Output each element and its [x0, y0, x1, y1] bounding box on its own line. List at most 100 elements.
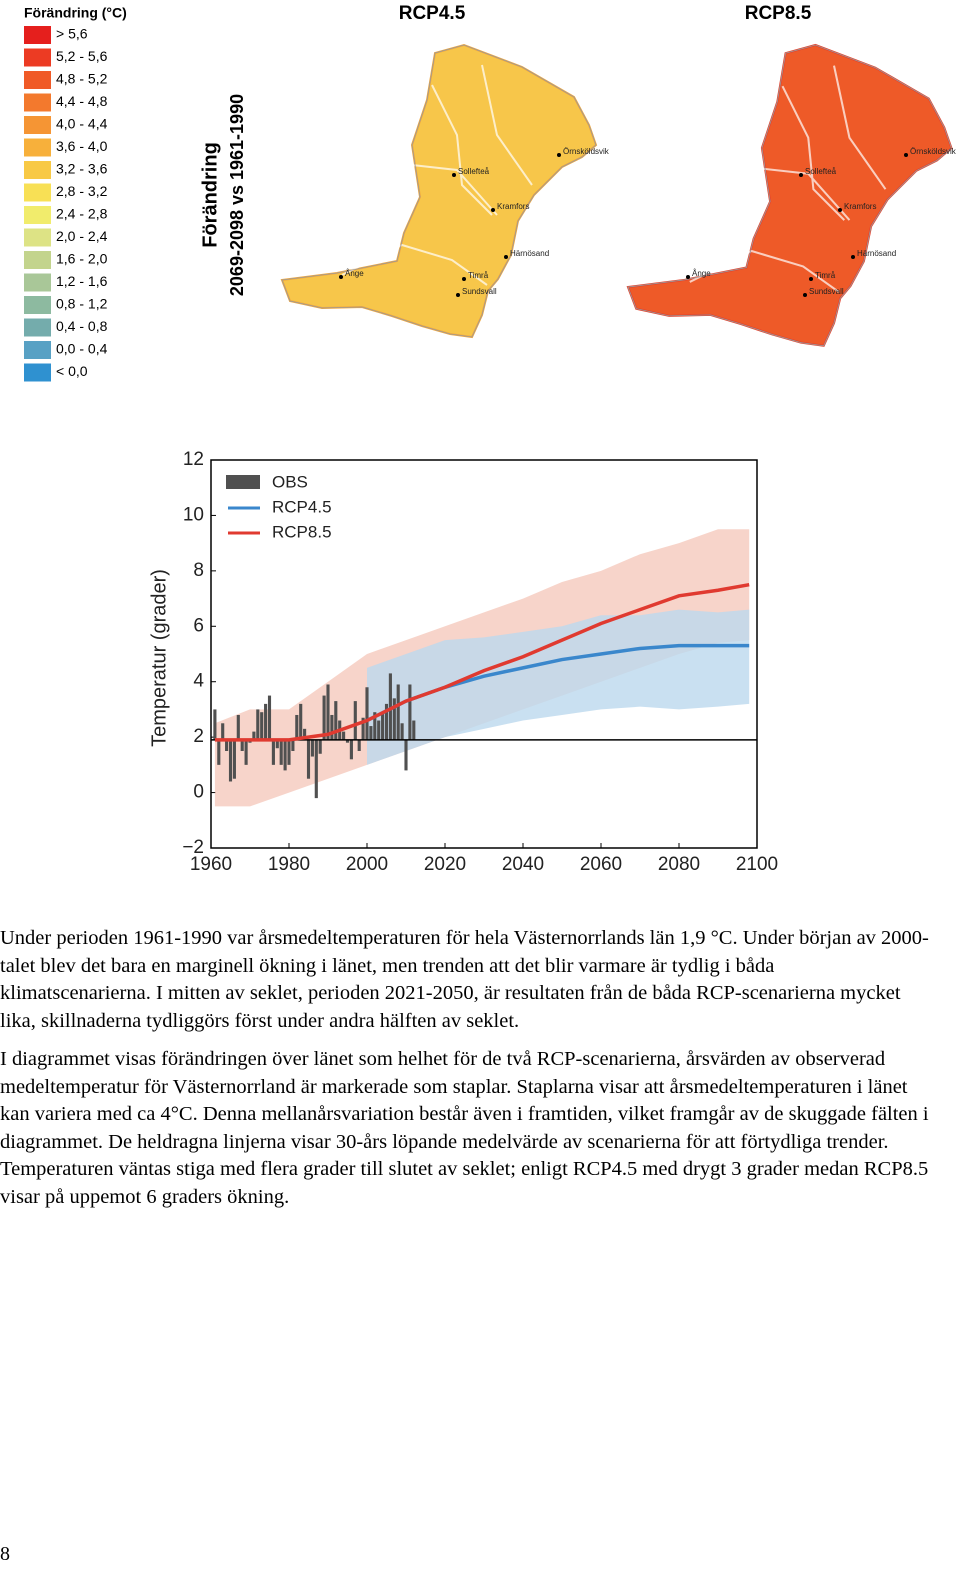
place-dot: [339, 275, 343, 279]
legend-swatch: [24, 26, 51, 44]
obs-bar: [279, 739, 283, 765]
obs-bar: [295, 714, 299, 740]
obs-bar: [271, 739, 275, 765]
map-title: RCP8.5: [745, 3, 812, 24]
x-tick-label: 2100: [736, 854, 778, 875]
obs-bar: [267, 695, 272, 740]
obs-bar: [342, 731, 346, 740]
obs-bar: [283, 739, 287, 771]
map: [281, 44, 597, 338]
legend-label: 0,4 - 0,8: [56, 318, 108, 334]
map-legend: > 5,6 5,2 - 5,6 4,8 - 5,2 4,4 - 4,8 4,0 - 4,…: [24, 26, 108, 382]
obs-bar: [299, 703, 303, 740]
side-label-line1: Förändring: [199, 142, 221, 248]
page-number: 8: [0, 1543, 10, 1565]
place-label: Örnsköldsvik: [563, 147, 610, 156]
obs-bar: [326, 684, 330, 740]
legend-swatch: [24, 228, 51, 247]
place-dot: [452, 173, 456, 177]
obs-bar: [306, 739, 311, 779]
legend-swatch: [24, 161, 51, 179]
place-dot: [809, 277, 813, 281]
obs-bar: [349, 739, 353, 760]
map: [626, 43, 953, 347]
legend-label: 3,6 - 4,0: [56, 138, 108, 154]
x-tick-label: 2020: [424, 854, 466, 875]
obs-bar: [361, 717, 365, 740]
side-label-line2: 2069-2098 vs 1961-1990: [227, 94, 247, 296]
chart: −2 0 2 4 6 8 10 12 1960 1980 2000 2020 2040 2060 2080 2…: [148, 449, 778, 875]
obs-bar: [400, 723, 404, 740]
obs-bar: [310, 739, 314, 757]
y-axis-label: Temperatur (grader): [148, 569, 170, 747]
obs-bar: [213, 709, 217, 740]
obs-bar: [408, 684, 412, 740]
legend-swatch: [24, 206, 51, 224]
obs-bar: [228, 739, 233, 782]
place-label: Ånge: [692, 269, 711, 278]
legend-label: 1,2 - 1,6: [56, 273, 108, 289]
uncertainty-band: [367, 609, 750, 765]
county-shape: [281, 44, 597, 338]
obs-bar: [291, 739, 295, 751]
x-tick-label: 2080: [658, 854, 700, 875]
place-label: Sundsvall: [809, 287, 844, 296]
obs-bar: [377, 720, 381, 740]
y-tick-label: 6: [193, 615, 204, 636]
x-tick-label: 2040: [502, 854, 544, 875]
paragraph: I diagrammet visas förändringen över län…: [0, 1048, 929, 1208]
obs-bar: [392, 698, 396, 740]
place-label: Ånge: [345, 269, 364, 278]
legend-swatch: [24, 138, 51, 157]
side-label: Förändring 2069-2098 vs 1961-1990: [199, 94, 246, 296]
legend-swatch: [24, 48, 51, 67]
legend-label: 4,8 - 5,2: [56, 71, 108, 87]
legend-title: Förändring (°C): [24, 5, 127, 21]
legend-label: < 0,0: [56, 363, 88, 379]
place-label: Sollefteå: [805, 167, 837, 176]
obs-bar: [287, 739, 291, 765]
place-label: Sundsvall: [462, 287, 497, 296]
place-label: Timrå: [815, 271, 836, 280]
obs-bar: [252, 731, 256, 740]
legend-label: 2,8 - 3,2: [56, 183, 108, 199]
y-tick-label: −2: [182, 837, 204, 858]
obs-bar: [353, 701, 357, 740]
obs-bar: [217, 739, 221, 765]
obs-bar: [314, 739, 318, 799]
obs-bar: [365, 687, 369, 740]
y-tick-label: 0: [193, 782, 204, 803]
obs-bar: [330, 714, 334, 740]
obs-bar: [322, 695, 326, 740]
obs-bar: [264, 703, 268, 740]
legend-label: 0,0 - 0,4: [56, 341, 108, 357]
legend-label: OBS: [272, 472, 308, 491]
obs-bar: [412, 720, 416, 740]
legend-label: 3,2 - 3,6: [56, 161, 108, 177]
legend-swatch: [24, 341, 51, 359]
place-dot: [557, 153, 561, 157]
y-tick-label: 12: [183, 449, 204, 470]
obs-bar: [225, 739, 229, 751]
obs-bar: [381, 712, 385, 740]
place-label: Sollefteå: [458, 167, 490, 176]
place-dot: [462, 277, 466, 281]
county-shape: [626, 43, 953, 347]
legend-label: 4,4 - 4,8: [56, 93, 108, 109]
legend-swatch: [24, 93, 51, 112]
place-dot: [851, 255, 855, 259]
legend-label: RCP4.5: [272, 497, 332, 516]
legend-label: 0,8 - 1,2: [56, 296, 108, 312]
y-tick-label: 10: [183, 504, 204, 525]
legend-swatch: [226, 475, 260, 489]
obs-bar: [236, 714, 240, 740]
legend-swatch: [24, 363, 51, 382]
legend-swatch: [24, 296, 51, 314]
obs-bar: [240, 739, 244, 751]
obs-bar: [388, 673, 392, 740]
place-dot: [491, 208, 495, 212]
legend-swatch: [24, 318, 51, 337]
legend-label: 2,4 - 2,8: [56, 206, 108, 222]
legend-swatch: [24, 71, 51, 89]
obs-bar: [369, 726, 373, 740]
